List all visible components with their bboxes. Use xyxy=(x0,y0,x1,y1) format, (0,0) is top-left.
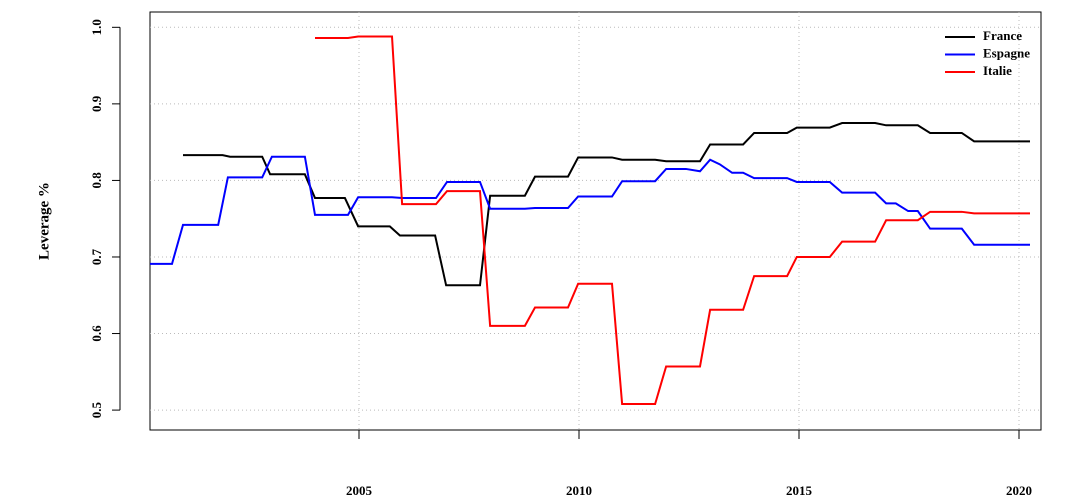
series-line xyxy=(315,35,1030,405)
legend-label: Italie xyxy=(983,63,1012,78)
series-line xyxy=(183,122,1030,287)
x-tick-label: 2020 xyxy=(1006,483,1032,498)
y-tick-label: 1.0 xyxy=(89,19,104,35)
x-tick-label: 2010 xyxy=(566,483,592,498)
y-tick-label: 0.6 xyxy=(89,325,104,342)
y-tick-label: 0.5 xyxy=(89,401,104,418)
y-axis-label: Leverage % xyxy=(36,182,52,260)
y-tick-label: 0.9 xyxy=(89,95,104,112)
series-line xyxy=(150,155,1030,265)
x-tick-label: 2005 xyxy=(346,483,373,498)
legend-label: France xyxy=(983,28,1022,43)
y-tick-label: 0.8 xyxy=(89,172,104,189)
legend-label: Espagne xyxy=(983,45,1030,60)
x-tick-label: 2015 xyxy=(786,483,813,498)
y-tick-label: 0.7 xyxy=(89,248,104,265)
